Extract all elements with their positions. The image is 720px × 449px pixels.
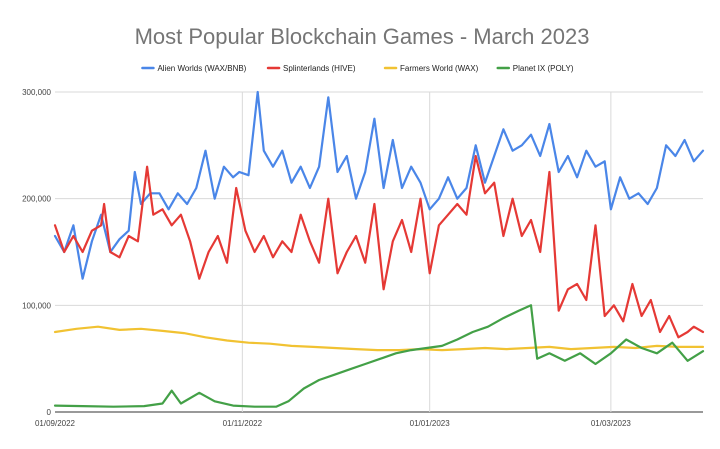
chart-title: Most Popular Blockchain Games - March 20… — [135, 24, 590, 49]
y-tick-label: 200,000 — [22, 195, 51, 204]
legend-label: Splinterlands (HIVE) — [283, 64, 356, 73]
x-tick-label: 01/03/2023 — [591, 419, 632, 428]
legend-label: Alien Worlds (WAX/BNB) — [157, 64, 246, 73]
y-tick-label: 100,000 — [22, 301, 51, 310]
x-tick-label: 01/09/2022 — [35, 419, 76, 428]
y-axis: 0 100,000 200,000 300,000 — [22, 88, 51, 417]
series-line-4 — [53, 304, 705, 408]
legend-label: Planet IX (POLY) — [513, 64, 574, 73]
series-line-2 — [53, 154, 705, 339]
y-tick-label: 0 — [47, 408, 52, 417]
x-tick-label: 01/11/2022 — [223, 419, 263, 428]
legend: Alien Worlds (WAX/BNB) Splinterlands (HIV… — [141, 64, 574, 73]
legend-label: Farmers World (WAX) — [400, 64, 479, 73]
y-tick-label: 300,000 — [22, 88, 51, 97]
series-line-3 — [53, 325, 705, 352]
x-axis: 01/09/2022 01/11/2022 01/01/2023 01/03/2023 — [35, 419, 631, 428]
series-line-1 — [53, 90, 705, 280]
x-tick-label: 01/01/2023 — [410, 419, 451, 428]
plot-area — [53, 90, 705, 408]
